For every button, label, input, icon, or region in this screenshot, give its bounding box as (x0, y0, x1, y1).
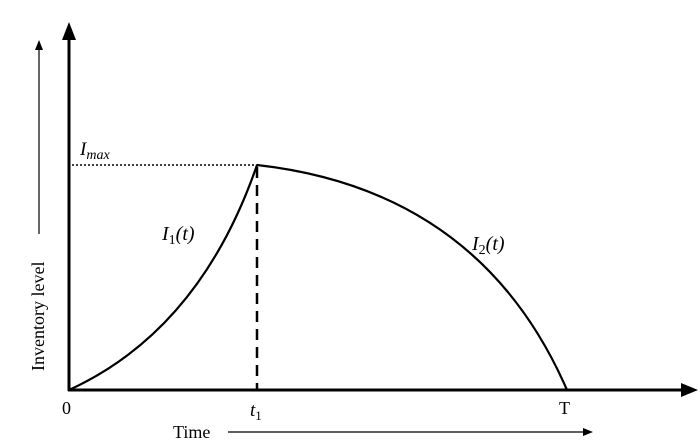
curve-i2 (256, 163, 569, 391)
imax-label: Imax (79, 139, 110, 163)
x-label-arrowhead (583, 428, 593, 436)
origin-label: 0 (62, 398, 71, 418)
y-axis-label: Inventory level (28, 262, 48, 371)
end-time-label: T (559, 398, 570, 418)
y-axis-arrowhead (62, 22, 76, 40)
curve-i1 (68, 164, 259, 391)
t1-label: t1 (250, 400, 262, 423)
curve2-label: I2(t) (471, 233, 505, 258)
y-label-arrowhead (35, 40, 43, 50)
x-axis-arrowhead (681, 383, 698, 397)
curve1-label: I1(t) (161, 223, 195, 248)
x-axis-label: Time (173, 422, 210, 442)
